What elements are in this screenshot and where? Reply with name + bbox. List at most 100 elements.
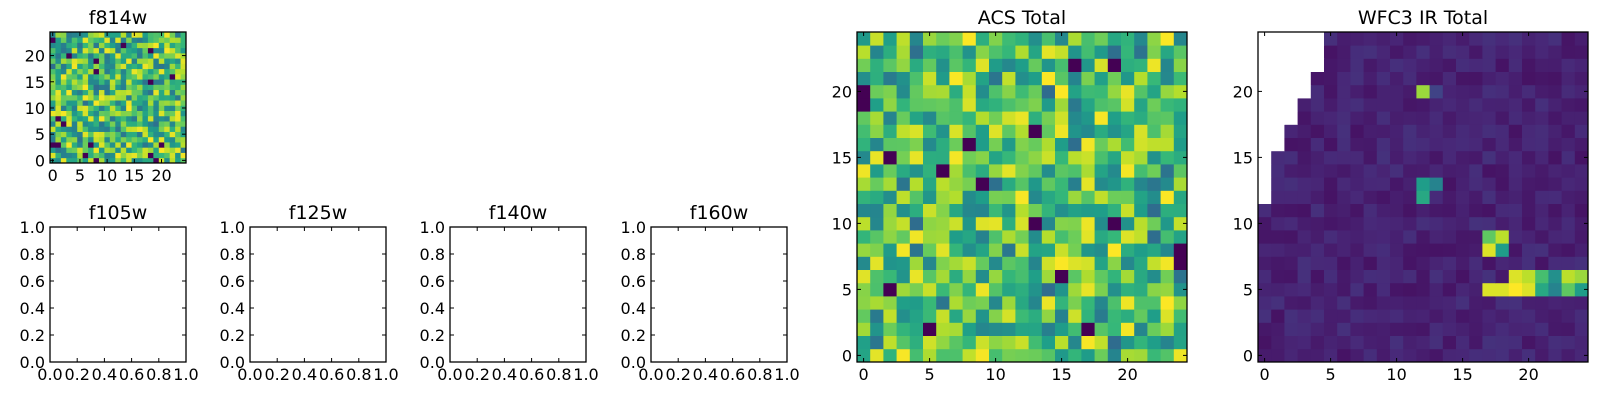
heatmap-cell — [1271, 58, 1285, 72]
heatmap-cell — [1482, 322, 1496, 336]
heatmap-cell — [936, 45, 950, 59]
heatmap-cell — [115, 42, 122, 49]
heatmap-cell — [104, 105, 111, 111]
heatmap-cell — [1561, 322, 1576, 336]
x-tick-label: 0.0 — [638, 365, 663, 384]
heatmap-cell — [975, 256, 990, 270]
heatmap-cell — [1147, 243, 1161, 257]
heatmap-cell — [137, 42, 143, 49]
heatmap-cell — [1094, 335, 1109, 350]
heatmap-cell — [1121, 150, 1135, 165]
heatmap-cell — [153, 136, 160, 143]
heatmap-cell — [1390, 269, 1404, 284]
heatmap-cell — [1337, 58, 1351, 72]
heatmap-cell — [1160, 322, 1175, 336]
heatmap-cell — [115, 58, 122, 64]
heatmap-cell — [870, 111, 884, 125]
heatmap-cell — [1548, 124, 1562, 138]
heatmap-cell — [909, 124, 924, 138]
heatmap-cell — [82, 142, 89, 148]
heatmap-cell — [1456, 58, 1470, 72]
heatmap-cell — [169, 63, 176, 70]
heatmap-cell — [883, 335, 897, 350]
heatmap-cell — [857, 269, 871, 284]
heatmap-cell — [1324, 98, 1338, 112]
heatmap-cell — [949, 348, 963, 363]
heatmap-cell — [115, 84, 122, 91]
heatmap-cell — [109, 84, 116, 91]
heatmap-cell — [857, 98, 871, 112]
heatmap-cell — [126, 79, 132, 85]
heatmap-cell — [1416, 269, 1430, 284]
heatmap-cell — [1350, 190, 1364, 204]
heatmap-cell — [1429, 256, 1444, 270]
heatmap-cell — [1055, 243, 1069, 257]
heatmap-cell — [147, 68, 154, 75]
heatmap-cell — [1028, 190, 1043, 204]
heatmap-cell — [909, 309, 924, 323]
heatmap-cell — [88, 58, 94, 64]
heatmap-cell — [137, 147, 143, 153]
heatmap-cell — [120, 58, 127, 64]
heatmap-cell — [88, 126, 94, 132]
heatmap-cell — [1350, 45, 1364, 59]
y-tick-label: 0.6 — [20, 272, 45, 291]
heatmap-cell — [104, 115, 111, 122]
heatmap-cell — [1297, 98, 1312, 112]
heatmap-cell — [1376, 111, 1391, 125]
heatmap-cell — [1041, 58, 1056, 72]
heatmap-cell — [949, 124, 963, 138]
heatmap-cell — [1442, 282, 1457, 297]
heatmap-cell — [66, 42, 73, 49]
heatmap-cell — [870, 71, 884, 86]
heatmap-cell — [989, 137, 1003, 152]
heatmap-cell — [131, 136, 138, 143]
heatmap-cell — [1429, 296, 1444, 310]
heatmap-cell — [55, 142, 62, 148]
heatmap-cell — [1376, 84, 1391, 99]
heatmap-cell — [55, 136, 62, 143]
heatmap-cell — [137, 157, 143, 164]
heatmap-cell — [857, 32, 871, 46]
heatmap-cell — [120, 42, 127, 49]
heatmap-cell — [1469, 137, 1483, 152]
heatmap-cell — [1173, 309, 1188, 323]
heatmap-cell — [1508, 230, 1523, 244]
heatmap-cell — [169, 37, 176, 43]
heatmap-cell — [1416, 190, 1430, 204]
heatmap-cell — [180, 147, 187, 153]
heatmap-cell — [1469, 98, 1483, 112]
heatmap-cell — [949, 243, 963, 257]
heatmap-cell — [93, 42, 100, 49]
heatmap-cell — [1271, 98, 1285, 112]
heatmap-cell — [1442, 177, 1457, 191]
subplot-title: f105w — [89, 202, 148, 224]
heatmap-cell — [1041, 71, 1056, 86]
heatmap-cell — [71, 147, 78, 153]
heatmap-cell — [158, 121, 165, 127]
heatmap-cell — [1121, 190, 1135, 204]
heatmap-cell — [1121, 177, 1135, 191]
heatmap-cell — [1456, 177, 1470, 191]
heatmap-cell — [1324, 296, 1338, 310]
heatmap-cell — [1574, 335, 1589, 350]
y-tick-label: 15 — [1233, 148, 1253, 167]
heatmap-cell — [1297, 256, 1312, 270]
heatmap-cell — [1416, 58, 1430, 72]
heatmap-cell — [98, 142, 105, 148]
heatmap-cell — [71, 37, 78, 43]
heatmap-cell — [1561, 296, 1576, 310]
heatmap-cell — [55, 94, 62, 101]
heatmap-cell — [55, 52, 62, 59]
heatmap-cell — [1548, 322, 1562, 336]
heatmap-cell — [1469, 322, 1483, 336]
heatmap-cell — [1173, 269, 1188, 284]
heatmap-cell — [137, 126, 143, 132]
heatmap-cell — [1390, 296, 1404, 310]
heatmap-cell — [158, 47, 165, 54]
heatmap-cell — [1337, 45, 1351, 59]
heatmap-cell — [1508, 269, 1523, 284]
y-tick-label: 1.0 — [420, 218, 445, 237]
heatmap-cell — [857, 282, 871, 297]
